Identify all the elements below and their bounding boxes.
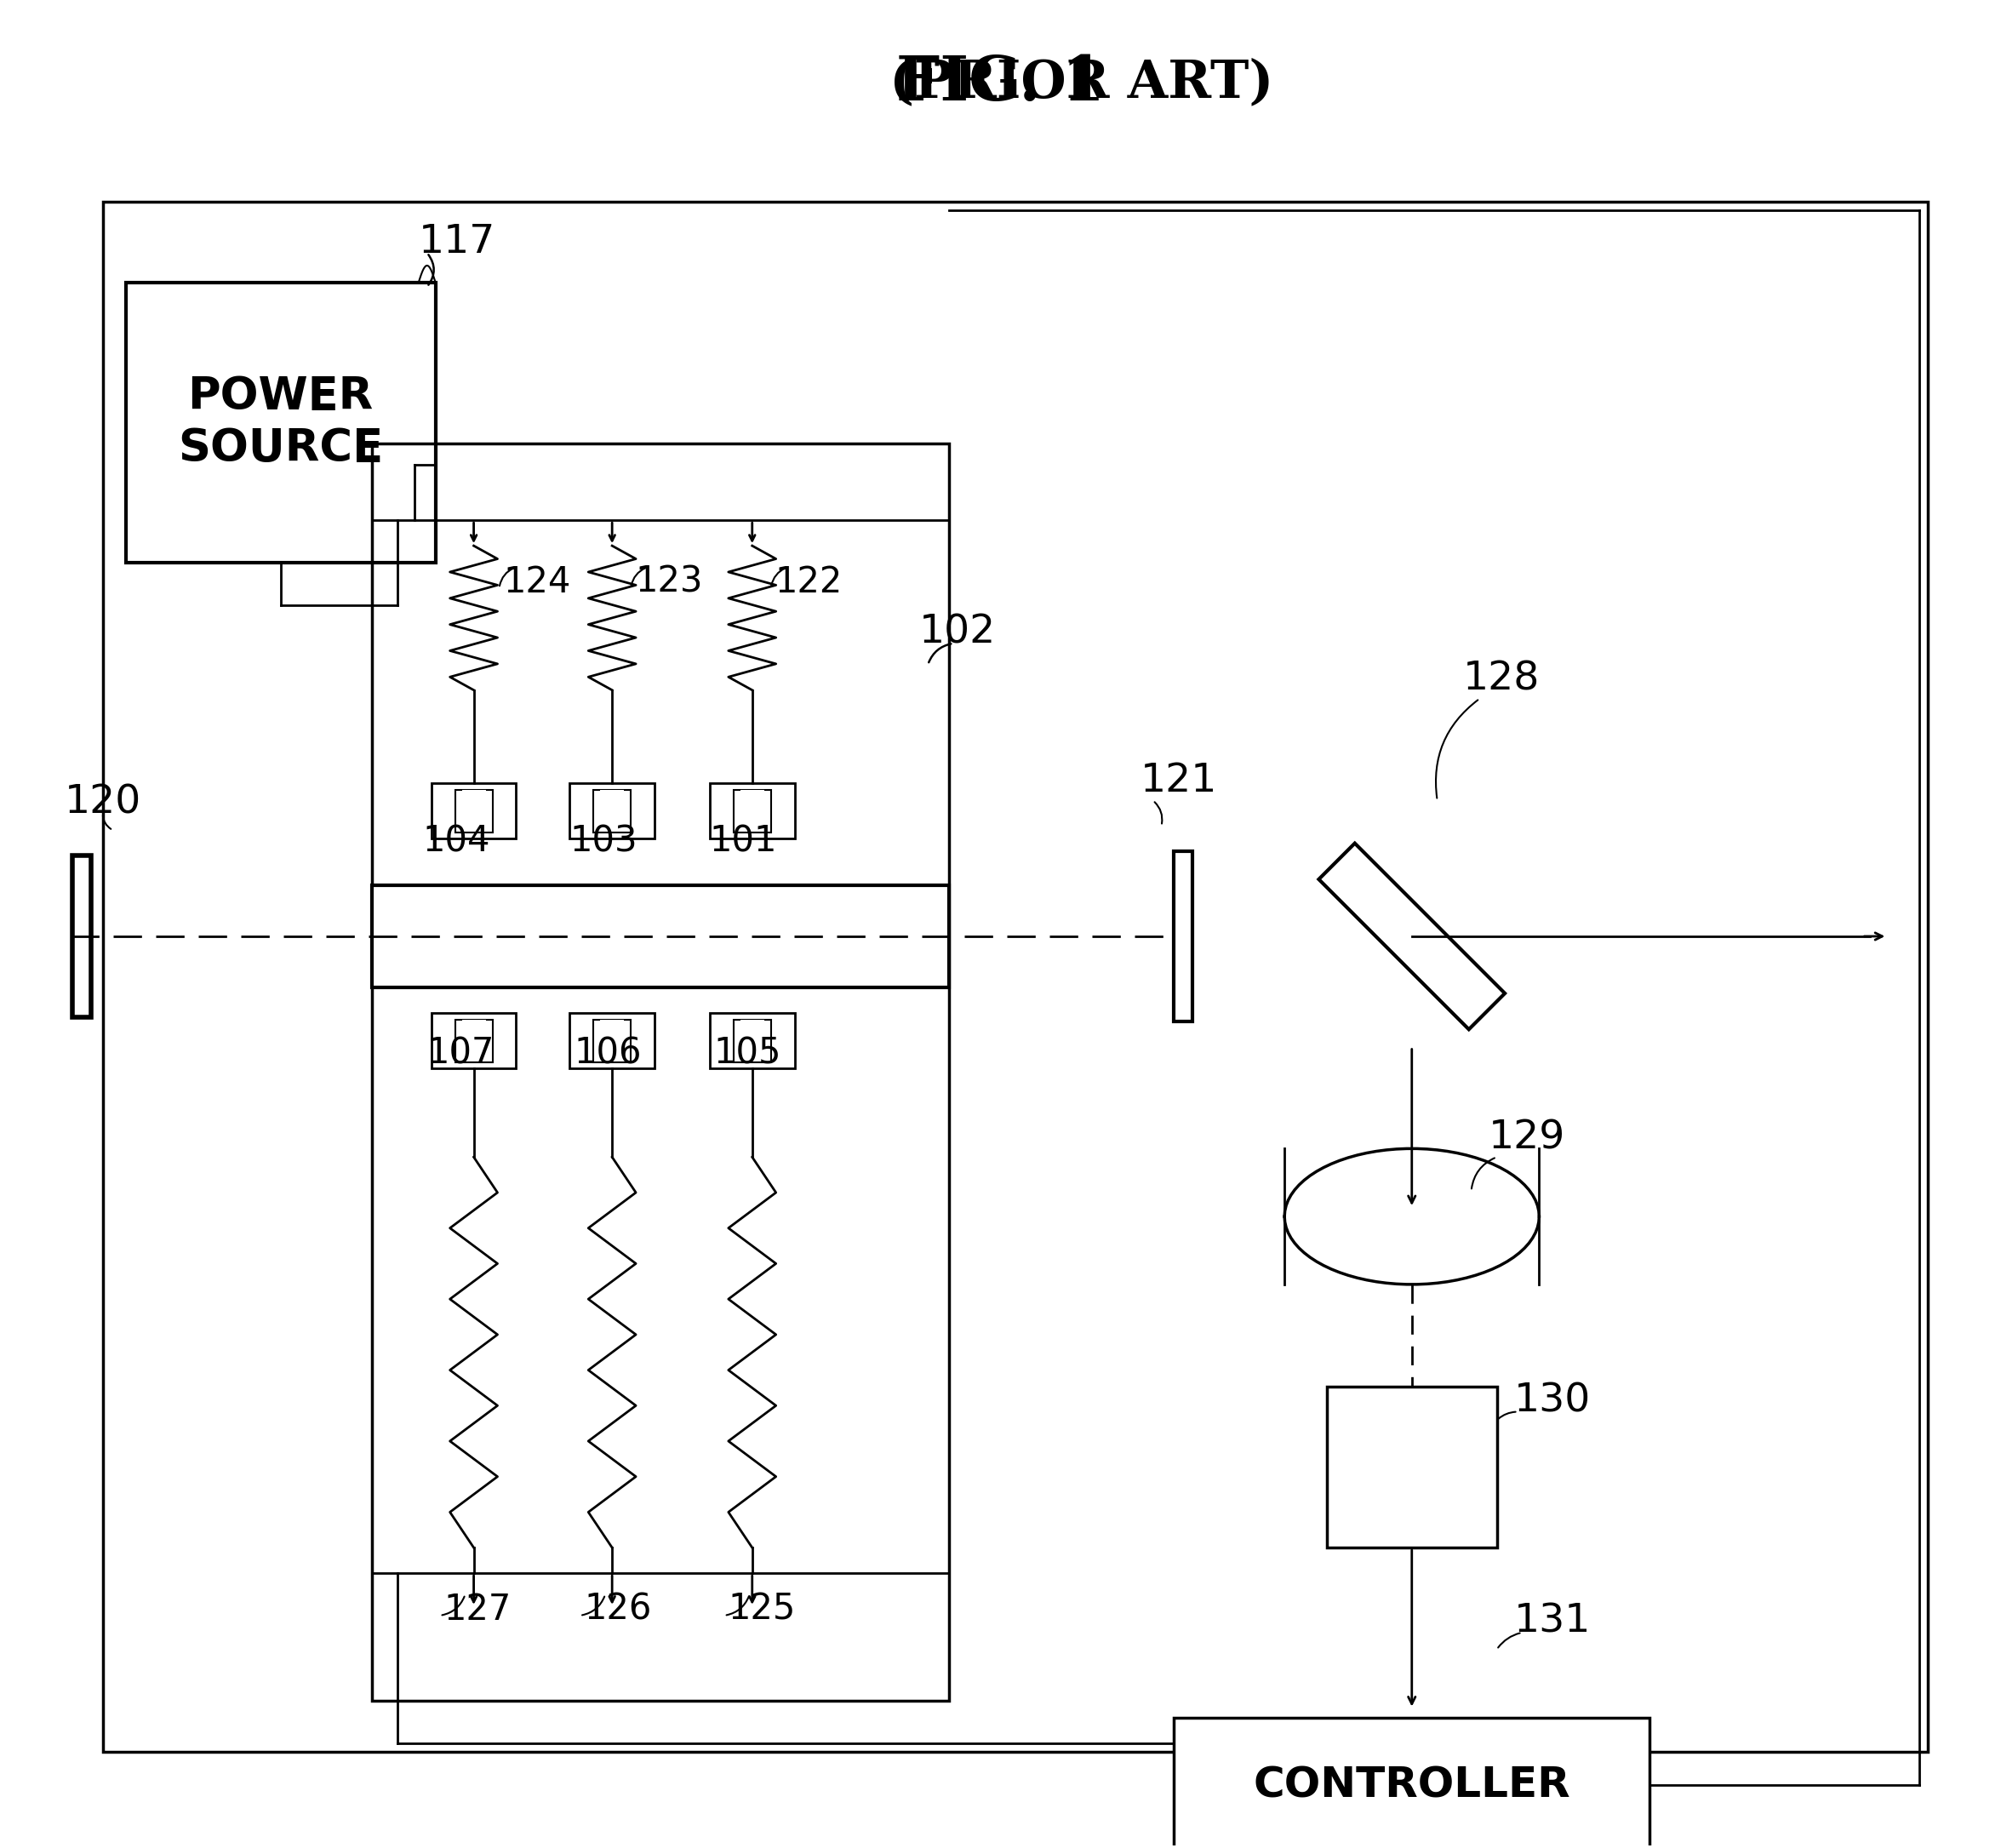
Bar: [432, 1013, 516, 1068]
Bar: [570, 1013, 654, 1068]
Text: POWER
SOURCE: POWER SOURCE: [178, 375, 384, 471]
Text: 125: 125: [728, 1591, 796, 1628]
Text: 107: 107: [426, 1035, 494, 1072]
Bar: [1175, 1717, 1649, 1848]
Bar: [710, 784, 794, 839]
Text: 124: 124: [504, 564, 570, 601]
Text: 131: 131: [1513, 1602, 1591, 1641]
Text: 121: 121: [1141, 761, 1217, 800]
Text: 120: 120: [64, 784, 142, 822]
Bar: [372, 885, 948, 987]
Bar: [594, 791, 630, 833]
Text: 122: 122: [774, 564, 842, 601]
Text: 127: 127: [444, 1591, 512, 1628]
Text: 101: 101: [710, 824, 778, 859]
Bar: [734, 1020, 770, 1063]
Bar: [734, 791, 770, 833]
Bar: [462, 1020, 486, 1053]
Text: 117: 117: [418, 224, 496, 261]
Text: 126: 126: [584, 1591, 652, 1628]
Bar: [432, 784, 516, 839]
Bar: [740, 1020, 764, 1053]
Bar: [372, 444, 948, 1700]
Text: 102: 102: [918, 614, 996, 652]
Bar: [102, 201, 1929, 1752]
Text: CONTROLLER: CONTROLLER: [1253, 1765, 1571, 1805]
Bar: [454, 1020, 492, 1063]
Bar: [454, 791, 492, 833]
Polygon shape: [1319, 843, 1505, 1029]
Text: 106: 106: [574, 1035, 642, 1072]
Bar: [600, 791, 624, 824]
Bar: [126, 283, 436, 564]
Bar: [1175, 852, 1193, 1022]
Text: 128: 128: [1463, 660, 1539, 699]
Bar: [462, 791, 486, 824]
Bar: [600, 1020, 624, 1053]
Text: 105: 105: [714, 1035, 782, 1072]
Bar: [710, 1013, 794, 1068]
Bar: [72, 856, 90, 1016]
Text: 129: 129: [1489, 1118, 1565, 1157]
Text: 104: 104: [422, 824, 490, 859]
Bar: [570, 784, 654, 839]
Text: 130: 130: [1513, 1382, 1591, 1421]
Text: 123: 123: [634, 564, 702, 601]
Bar: [740, 791, 764, 824]
Bar: [594, 1020, 630, 1063]
Text: (PRIOR ART): (PRIOR ART): [726, 57, 1273, 109]
Bar: [1327, 1386, 1497, 1547]
Text: 103: 103: [570, 824, 638, 859]
Text: FIG. 1: FIG. 1: [896, 54, 1105, 113]
